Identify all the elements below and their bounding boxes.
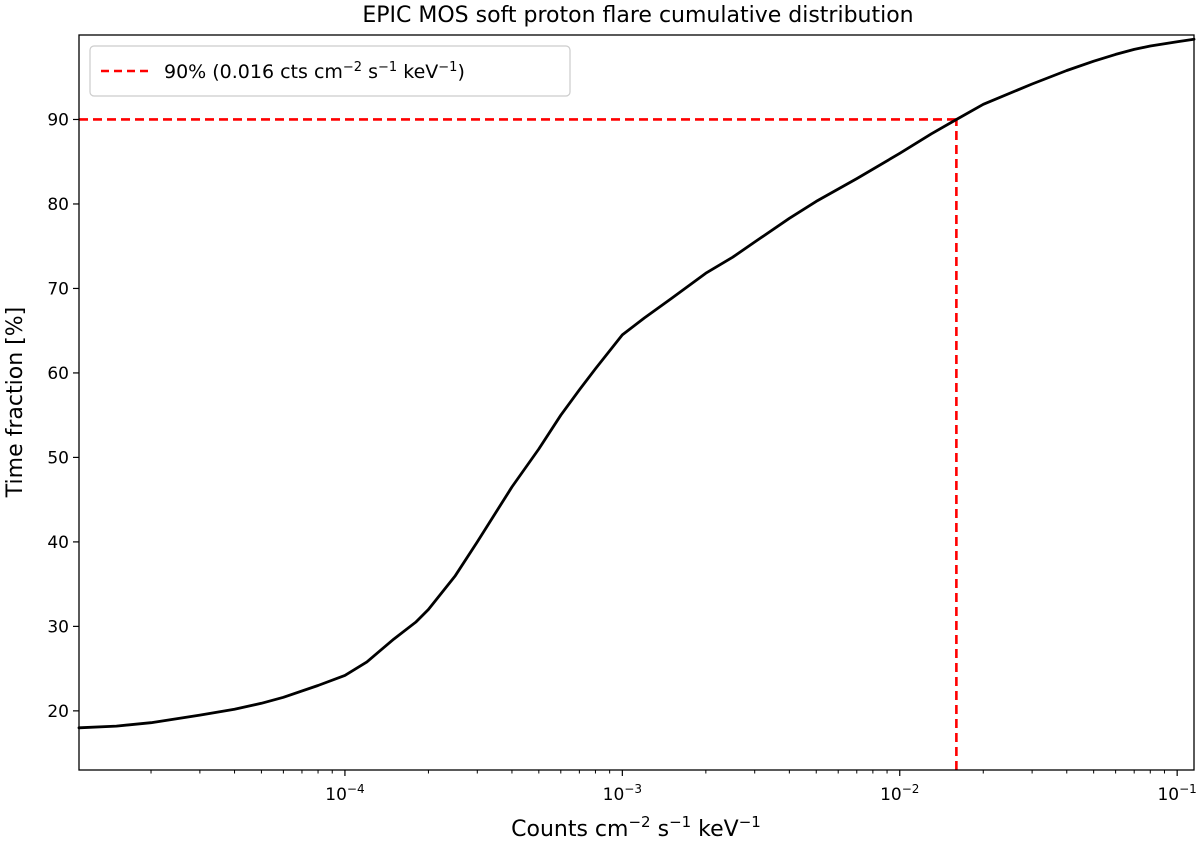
x-tick-label: 10−2: [880, 782, 919, 805]
x-axis-label: Counts cm−2 s−1 keV−1: [511, 813, 761, 842]
legend: 90% (0.016 cts cm−2 s−1 keV−1): [89, 45, 571, 97]
plot-frame: [78, 34, 1195, 771]
y-tick-label: 80: [47, 195, 69, 215]
chart-title: EPIC MOS soft proton flare cumulative di…: [362, 3, 913, 28]
y-tick-label: 30: [47, 617, 69, 637]
series-line-0: [77, 37, 1196, 730]
y-tick-label: 90: [47, 110, 69, 130]
y-tick-label: 60: [47, 364, 69, 384]
y-tick-label: 20: [47, 702, 69, 722]
y-tick-label: 50: [47, 448, 69, 468]
legend-entry-label: 90% (0.016 cts cm−2 s−1 keV−1): [164, 60, 465, 84]
y-axis-label: Time fraction [%]: [3, 307, 28, 498]
plot-area: [77, 37, 1196, 770]
y-tick-label: 70: [47, 279, 69, 299]
x-tick-label: 10−4: [325, 782, 364, 805]
axis-ticks: 20 30 40 50 60 70 80 90 10−4 10−3 10−2 10−1: [47, 110, 1196, 805]
legend-box: [89, 45, 571, 97]
x-tick-label: 10−1: [1157, 782, 1196, 805]
x-tick-label: 10−3: [603, 782, 642, 805]
y-tick-label: 40: [47, 533, 69, 553]
